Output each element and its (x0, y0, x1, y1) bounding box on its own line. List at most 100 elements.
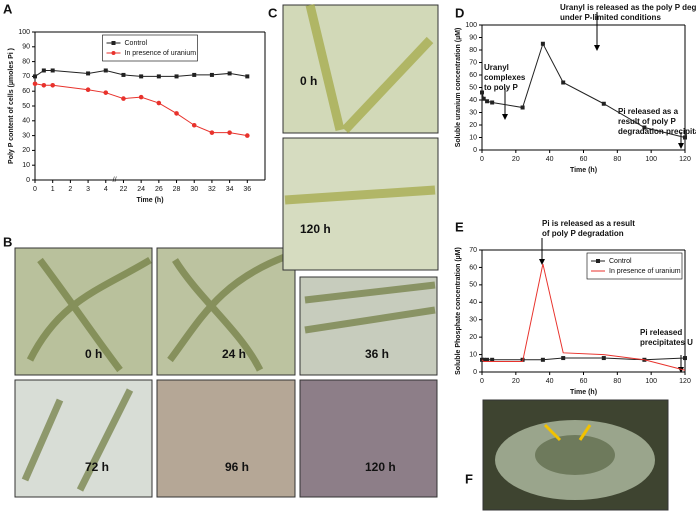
y-tick-label: 0 (26, 177, 30, 184)
marker (209, 130, 215, 135)
y-tick-label: 100 (465, 22, 477, 29)
time-label: 120 h (300, 222, 331, 236)
marker (561, 80, 566, 85)
annotation: Pi released as a (618, 107, 679, 116)
x-tick-label: 40 (546, 156, 554, 163)
x-tick-label: 1 (51, 186, 55, 193)
marker (540, 41, 545, 46)
y-tick-label: 70 (469, 59, 477, 66)
marker (103, 90, 109, 95)
x-tick-label: 0 (480, 156, 484, 163)
x-tick-label: 80 (613, 156, 621, 163)
legend-box (102, 34, 198, 62)
x-tick-label: 4 (104, 186, 108, 193)
y-tick-label: 30 (22, 132, 30, 139)
x-tick-label: 24 (137, 186, 145, 193)
y-tick-label: 100 (18, 29, 30, 36)
marker (41, 68, 46, 73)
marker (50, 68, 55, 73)
x-tick-label: 3 (86, 186, 90, 193)
y-tick-label: 40 (469, 97, 477, 104)
annotation: Pi released (640, 328, 682, 337)
time-label: 36 h (365, 347, 389, 361)
x-tick-label: 28 (173, 186, 181, 193)
series-line (481, 263, 686, 371)
x-tick-label: 60 (580, 156, 588, 163)
marker (601, 356, 606, 361)
marker (156, 74, 161, 79)
y-tick-label: 70 (469, 247, 477, 254)
annotation: Uranyl is released as the poly P degrade… (560, 3, 696, 12)
y-tick-label: 10 (469, 134, 477, 141)
y-tick-label: 50 (22, 103, 30, 110)
y-tick-label: 40 (22, 118, 30, 125)
annotation: Uranyl (484, 63, 509, 72)
x-tick-label: 120 (679, 378, 691, 385)
marker (85, 87, 91, 93)
panel-label: F (465, 471, 473, 486)
annotation: result of poly P (618, 117, 676, 126)
marker (227, 71, 232, 76)
y-tick-label: 20 (22, 147, 30, 154)
time-label: 24 h (222, 347, 246, 361)
marker (191, 122, 197, 128)
y-tick-label: 60 (469, 264, 477, 271)
marker (121, 96, 126, 101)
time-label: 72 h (85, 460, 109, 474)
annotation: degradation precipitates U (618, 127, 696, 136)
y-tick-label: 10 (469, 351, 477, 358)
micrograph (282, 137, 439, 271)
marker (209, 72, 214, 77)
x-tick-label: 22 (120, 186, 128, 193)
marker (156, 100, 162, 106)
marker (138, 94, 144, 100)
legend-label: In presence of uranium (125, 50, 197, 57)
micrograph (156, 379, 296, 498)
x-tick-label: 0 (480, 378, 484, 385)
x-tick-label: 26 (155, 186, 163, 193)
x-tick-label: 120 (679, 156, 691, 163)
marker (481, 357, 486, 362)
x-tick-label: 60 (580, 378, 588, 385)
legend-label: In presence of uranium (609, 268, 681, 275)
marker (480, 90, 484, 95)
flask-center (535, 435, 615, 475)
annotation: of poly P degradation (542, 229, 624, 238)
y-axis-label: Poly P content of cells (µmoles Pi ) (8, 48, 15, 164)
panel-label: B (3, 234, 12, 249)
x-tick-label: 80 (613, 378, 621, 385)
marker (174, 74, 179, 79)
y-tick-label: 60 (22, 88, 30, 95)
y-tick-label: 20 (469, 122, 477, 129)
marker (32, 81, 38, 87)
x-tick-label: 34 (226, 186, 234, 193)
time-label: 0 h (300, 74, 317, 88)
y-tick-label: 70 (22, 73, 30, 80)
series-line (482, 357, 686, 361)
marker (490, 357, 495, 362)
y-tick-label: 90 (22, 44, 30, 51)
time-label: 96 h (225, 460, 249, 474)
panel-label: C (268, 5, 278, 20)
panel-label: A (3, 1, 13, 16)
y-axis-label: Soluble Phosphate concentration (µM) (455, 247, 462, 375)
x-tick-label: 100 (645, 378, 657, 385)
y-tick-label: 30 (469, 317, 477, 324)
y-tick-label: 10 (22, 162, 30, 169)
y-axis-label: Soluble uranium concentration (µM) (455, 28, 462, 148)
micrograph (299, 379, 438, 498)
filament (21, 251, 436, 492)
y-tick-label: 0 (473, 147, 477, 154)
annotation: complexes (484, 73, 526, 82)
time-label: 120 h (365, 460, 396, 474)
marker (540, 357, 545, 362)
x-tick-label: 20 (512, 156, 520, 163)
y-tick-label: 90 (469, 34, 477, 41)
x-tick-label: 0 (33, 186, 37, 193)
x-tick-label: 40 (546, 378, 554, 385)
legend-marker (111, 41, 116, 45)
marker (683, 356, 687, 361)
x-tick-label: 30 (190, 186, 198, 193)
y-tick-label: 60 (469, 72, 477, 79)
